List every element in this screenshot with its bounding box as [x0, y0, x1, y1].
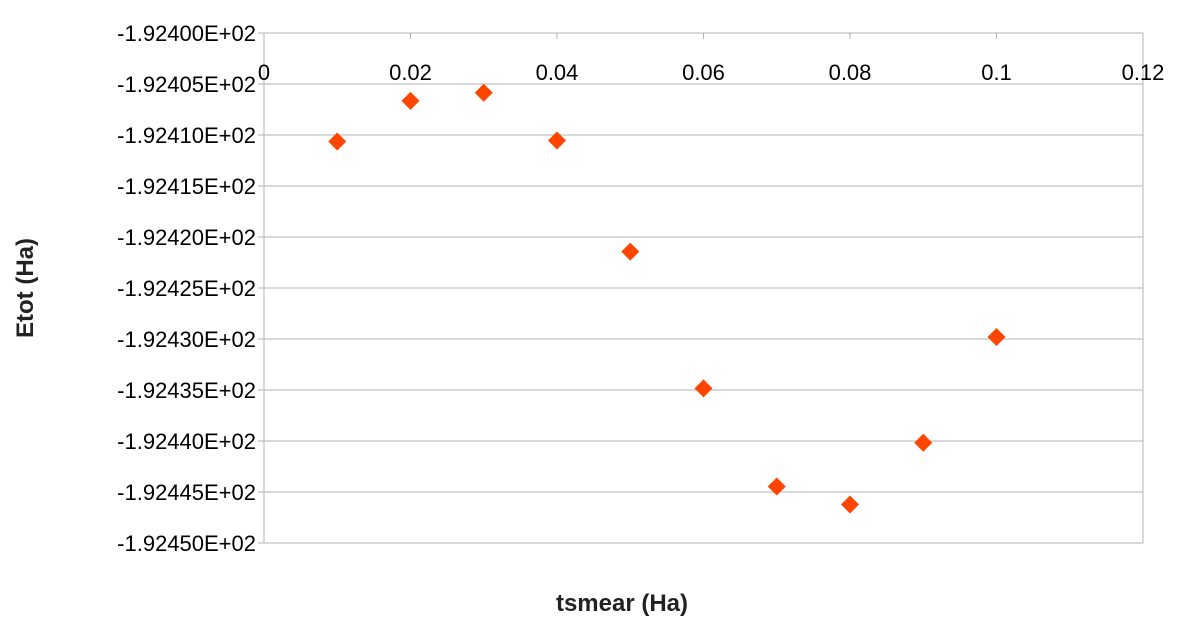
x-tick-label: 0.12	[1122, 60, 1165, 85]
y-tick-label: -1.92425E+02	[117, 276, 256, 301]
y-tick-label: -1.92410E+02	[117, 123, 256, 148]
x-tick-labels: 0 0.02 0.04 0.06 0.08 0.1 0.12	[258, 60, 1165, 85]
data-point	[328, 132, 347, 151]
x-tick-label: 0.08	[829, 60, 872, 85]
data-point	[841, 495, 859, 514]
data-point	[987, 328, 1006, 347]
y-tick-labels: -1.92400E+02 -1.92405E+02 -1.92410E+02 -1.9…	[117, 21, 256, 556]
data-point	[474, 83, 493, 102]
y-tick-label: -1.92405E+02	[117, 72, 256, 97]
x-tick-label: 0.02	[389, 60, 432, 85]
y-tick-label: -1.92415E+02	[117, 174, 256, 199]
x-tick-label: 0	[258, 60, 270, 85]
y-axis-title: Etot (Ha)	[12, 238, 39, 338]
data-point	[548, 131, 566, 150]
y-tick-label: -1.92400E+02	[117, 21, 256, 46]
x-tick-label: 0.04	[536, 60, 579, 85]
data-point	[767, 477, 786, 496]
data-point	[621, 242, 640, 261]
data-point	[694, 379, 713, 398]
data-point	[914, 433, 933, 452]
x-tick-label: 0.06	[682, 60, 725, 85]
y-tick-label: -1.92450E+02	[117, 531, 256, 556]
y-tick-label: -1.92430E+02	[117, 327, 256, 352]
x-axis-title: tsmear (Ha)	[556, 590, 688, 617]
y-tick-label: -1.92445E+02	[117, 480, 256, 505]
data-point	[401, 91, 420, 110]
y-tick-label: -1.92435E+02	[117, 378, 256, 403]
y-tick-label: -1.92440E+02	[117, 429, 256, 454]
gridlines	[258, 32, 1144, 544]
y-tick-label: -1.92420E+02	[117, 225, 256, 250]
data-points	[328, 83, 1006, 514]
x-tick-label: 0.1	[981, 60, 1012, 85]
